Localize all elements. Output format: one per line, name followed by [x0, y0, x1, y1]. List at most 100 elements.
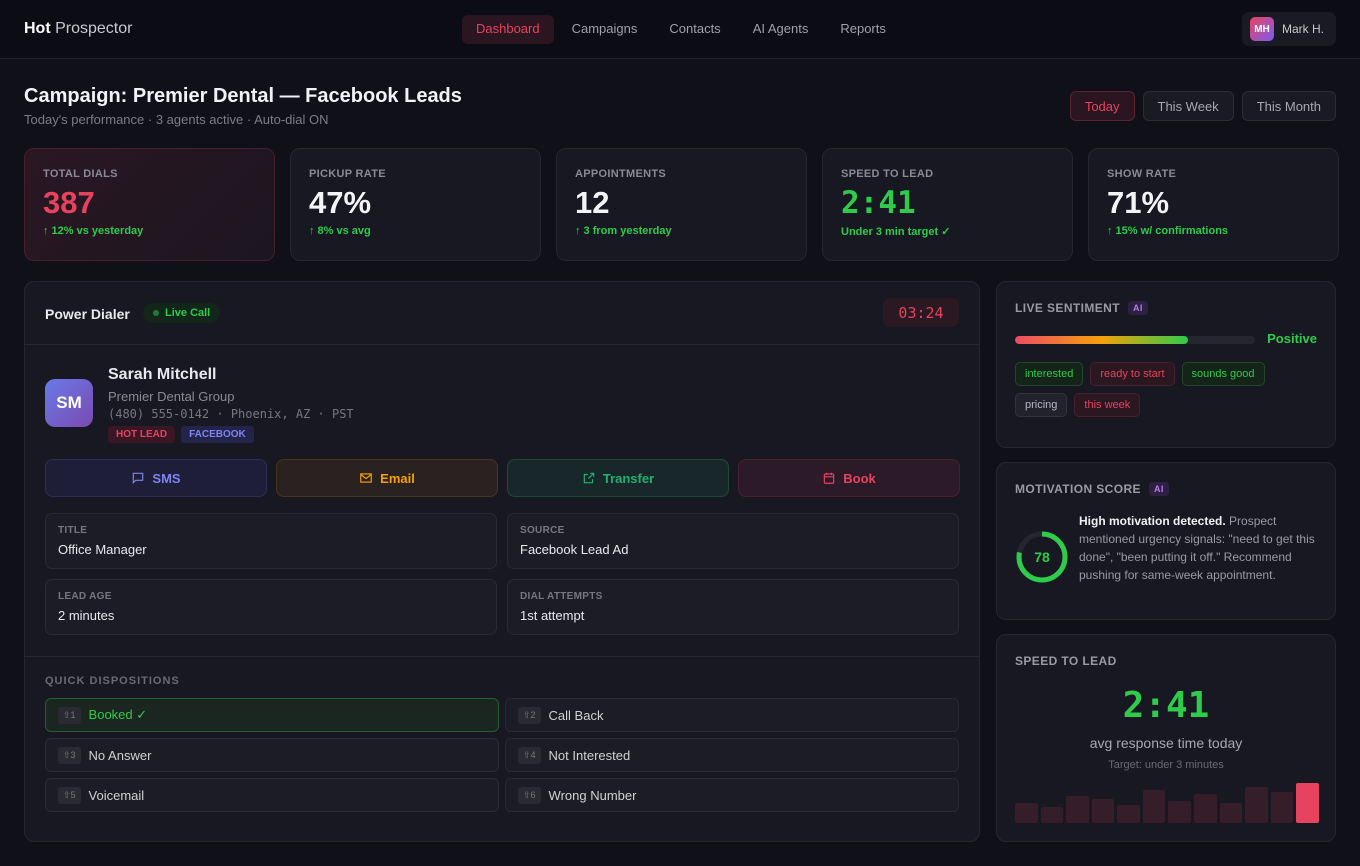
speed-target: Target: under 3 minutes	[1108, 759, 1224, 771]
field-title: TITLE Office Manager	[45, 513, 497, 569]
disposition-booked[interactable]: ⇧1 Booked ✓	[45, 698, 499, 732]
shortcut-key: ⇧2	[518, 706, 541, 724]
contact-phone: (480) 555-0142 · Phoenix, AZ · PST	[108, 407, 354, 421]
quick-dispositions: QUICK DISPOSITIONS ⇧1 Booked ✓ ⇧2 Call Bac…	[25, 656, 979, 812]
book-button[interactable]: Book	[738, 459, 960, 497]
motivation-title: MOTIVATION SCORE AI	[1015, 482, 1317, 496]
contact-company: Premier Dental Group	[108, 389, 235, 404]
score-arc	[1016, 531, 1068, 583]
stat-label: TOTAL DIALS	[43, 168, 118, 180]
shortcut-key: ⇧5	[58, 786, 81, 804]
disposition-label: Call Back	[548, 707, 604, 723]
nav-dashboard[interactable]: Dashboard	[462, 15, 554, 44]
disposition-label: Not Interested	[548, 747, 631, 763]
field-source: SOURCE Facebook Lead Ad	[507, 513, 959, 569]
stat-show-rate: SHOW RATE 71% ↑ 15% w/ confirmations	[1088, 148, 1339, 261]
sentiment-meter-fill	[1015, 336, 1188, 344]
motivation-body: Prospect mentioned urgency signals: "nee…	[1079, 514, 1315, 582]
tag-hot-lead: HOT LEAD	[108, 426, 176, 443]
field-key: SOURCE	[520, 525, 565, 536]
disposition-label: Wrong Number	[548, 787, 637, 803]
user-name: Mark H.	[1282, 22, 1324, 36]
disposition-wrong-number[interactable]: ⇧6 Wrong Number	[505, 778, 959, 812]
motivation-headline: High motivation detected.	[1079, 514, 1226, 528]
speed-bar	[1142, 789, 1166, 823]
stat-delta: ↑ 8% vs avg	[309, 225, 371, 237]
range-this-week[interactable]: This Week	[1142, 91, 1234, 121]
power-dialer-panel: Power Dialer Live Call 03:24 SM Sarah Mi…	[24, 281, 980, 842]
speed-bar	[1015, 803, 1038, 823]
stat-delta: ↑ 3 from yesterday	[575, 225, 672, 237]
keyword-chip: this week	[1074, 393, 1141, 417]
book-label: Book	[843, 470, 876, 486]
live-call-badge: Live Call	[143, 303, 221, 323]
disposition-list: ⇧1 Booked ✓ ⇧2 Call Back ⇧3 No Answer ⇧4 Not…	[45, 698, 959, 812]
speed-bar	[1091, 798, 1115, 823]
transfer-button[interactable]: Transfer	[507, 459, 729, 497]
sentiment-meter	[1015, 336, 1255, 344]
speed-value: 2:41	[1122, 685, 1210, 726]
stat-value: 71%	[1107, 185, 1170, 220]
field-value: Facebook Lead Ad	[520, 542, 629, 557]
stat-delta: Under 3 min target ✓	[841, 226, 951, 238]
email-button[interactable]: Email	[276, 459, 498, 497]
nav-campaigns[interactable]: Campaigns	[571, 21, 638, 36]
speed-to-lead-panel: SPEED TO LEAD 2:41 avg response time tod…	[996, 634, 1336, 842]
sms-button[interactable]: SMS	[45, 459, 267, 497]
field-value: 1st attempt	[520, 608, 585, 623]
field-lead-age: LEAD AGE 2 minutes	[45, 579, 497, 635]
transfer-label: Transfer	[602, 470, 655, 486]
section-title: LIVE SENTIMENT	[1015, 301, 1120, 315]
dialer-header: Power Dialer Live Call 03:24	[25, 282, 979, 345]
disposition-label: Booked ✓	[88, 707, 148, 722]
email-label: Email	[380, 470, 415, 486]
nav-ai-agents[interactable]: AI Agents	[752, 21, 809, 36]
sentiment-title: LIVE SENTIMENT AI	[1015, 301, 1317, 315]
field-key: DIAL ATTEMPTS	[520, 591, 603, 602]
disposition-label: No Answer	[88, 747, 152, 763]
speed-caption: avg response time today	[1089, 735, 1243, 751]
disposition-voicemail[interactable]: ⇧5 Voicemail	[45, 778, 499, 812]
disposition-not-interested[interactable]: ⇧4 Not Interested	[505, 738, 959, 772]
stat-pickup-rate: PICKUP RATE 47% ↑ 8% vs avg	[290, 148, 541, 261]
disposition-call-back[interactable]: ⇧2 Call Back	[505, 698, 959, 732]
disposition-no-answer[interactable]: ⇧3 No Answer	[45, 738, 499, 772]
message-icon	[133, 472, 144, 485]
section-title: MOTIVATION SCORE	[1015, 482, 1141, 496]
stat-delta: ↑ 12% vs yesterday	[43, 225, 144, 237]
page-title: Campaign: Premier Dental — Facebook Lead…	[24, 85, 462, 107]
nav-contacts[interactable]: Contacts	[669, 21, 721, 36]
stat-value: 387	[43, 185, 95, 220]
speed-bar	[1117, 805, 1140, 823]
sms-label: SMS	[152, 470, 181, 486]
nav-reports[interactable]: Reports	[840, 21, 886, 36]
dialer-title: Power Dialer	[45, 306, 130, 322]
speed-bar	[1270, 791, 1294, 823]
shortcut-key: ⇧4	[518, 746, 541, 764]
range-today[interactable]: Today	[1069, 91, 1135, 121]
disposition-label: Voicemail	[88, 787, 145, 803]
speed-bar	[1219, 803, 1243, 823]
keyword-chip: sounds good	[1181, 362, 1265, 386]
range-this-month[interactable]: This Month	[1241, 91, 1336, 121]
main-nav: Dashboard Campaigns Contacts AI Agents R…	[462, 15, 900, 44]
external-link-icon	[583, 472, 595, 484]
stat-appointments: APPOINTMENTS 12 ↑ 3 from yesterday	[556, 148, 807, 261]
speed-bar	[1194, 794, 1217, 823]
sentiment-label: Positive	[1267, 331, 1317, 346]
speed-bar	[1066, 796, 1089, 823]
ai-badge: AI	[1127, 301, 1148, 315]
speed-bar	[1296, 783, 1319, 823]
keyword-chip: interested	[1015, 362, 1084, 386]
logo[interactable]: Hot Prospector	[24, 20, 133, 37]
calendar-icon	[824, 472, 835, 484]
call-timer: 03:24	[883, 298, 959, 327]
stat-label: APPOINTMENTS	[575, 168, 666, 180]
user-menu[interactable]: MH Mark H.	[1242, 12, 1336, 46]
mail-icon	[360, 473, 372, 483]
field-value: Office Manager	[58, 542, 147, 557]
dispositions-title: QUICK DISPOSITIONS	[45, 675, 180, 687]
ai-badge: AI	[1148, 482, 1169, 496]
field-key: TITLE	[58, 525, 88, 536]
field-key: LEAD AGE	[58, 591, 112, 602]
